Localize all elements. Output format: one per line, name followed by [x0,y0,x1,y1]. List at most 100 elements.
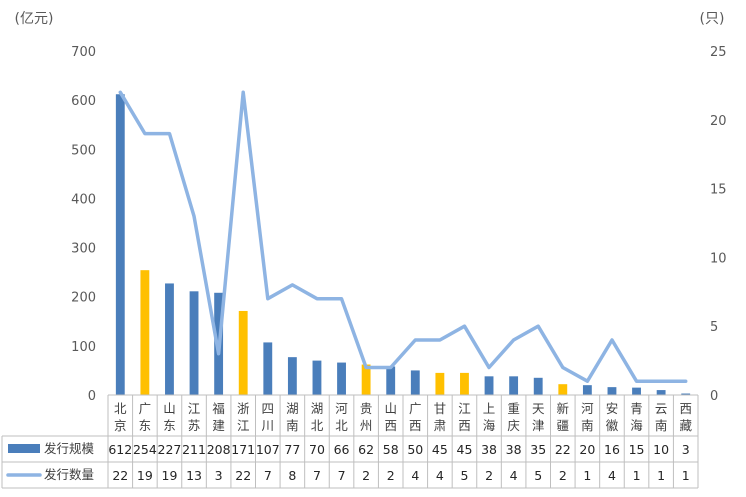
table-cell-scale: 77 [284,442,300,457]
category-label-广东: 广 [139,401,152,416]
bar-江苏 [189,291,199,395]
line-point-河南 [586,380,589,383]
line-point-西藏 [684,380,687,383]
category-label-甘肃: 肃 [434,418,447,433]
table-cell-count: 1 [657,468,665,483]
category-label-河北: 河 [335,401,348,416]
table-cell-scale: 612 [108,442,132,457]
category-label-西藏: 西 [679,401,692,416]
line-series-issuance-count [118,90,688,383]
line-point-湖北 [315,297,319,300]
table-cell-scale: 208 [207,442,231,457]
table-cell-count: 7 [338,468,346,483]
category-label-贵州: 州 [360,418,373,433]
category-label-湖南: 湖 [286,401,299,416]
legend-label-line: 发行数量 [44,467,94,482]
line-point-新疆 [561,366,564,369]
line-point-山东 [168,132,171,135]
line-point-重庆 [512,338,515,342]
table-cell-scale: 3 [682,442,690,457]
category-label-西藏: 藏 [679,418,692,433]
table-cell-scale: 227 [158,442,182,457]
line-point-云南 [659,380,663,383]
category-label-江苏: 苏 [188,418,201,433]
category-label-广西: 广 [409,401,422,416]
category-label-重庆: 庆 [507,418,520,433]
table-cell-scale: 38 [481,442,497,457]
line-point-上海 [487,366,491,369]
table-cell-count: 4 [510,468,518,483]
bar-浙江 [238,310,248,395]
left-tick-label: 400 [71,192,96,207]
legend-label-bar: 发行规模 [44,441,95,456]
table-cell-scale: 45 [457,442,473,457]
category-label-福建: 建 [212,418,225,433]
bar-西藏 [681,393,691,395]
category-label-江苏: 江 [188,401,201,416]
bar-湖北 [312,360,322,395]
category-label-河南: 河 [581,401,594,416]
left-tick-label: 0 [88,389,96,404]
category-label-甘肃: 甘 [434,401,447,416]
bar-series-issuance-scale [115,94,691,395]
line-point-天津 [537,325,540,328]
line-point-安徽 [610,338,614,342]
category-label-上海: 上 [483,401,496,416]
right-tick-label: 20 [710,114,727,129]
category-label-河北: 北 [335,418,348,433]
line-issuance-count [118,90,688,383]
category-label-上海: 海 [483,418,496,433]
left-tick-label: 300 [71,242,96,257]
right-tick-label: 10 [710,251,727,266]
line-point-广东 [143,132,147,135]
table-cell-scale: 107 [256,442,280,457]
table-cell-scale: 58 [383,442,399,457]
right-axis-unit: (只) [700,11,725,27]
left-tick-label: 700 [71,45,96,60]
line-point-山西 [389,366,392,369]
left-axis-unit: (亿元) [15,11,54,27]
category-label-河南: 南 [581,418,594,433]
table-cell-scale: 20 [579,442,595,457]
left-tick-label: 200 [71,291,96,306]
category-label-北京: 京 [114,418,127,433]
bar-河南 [582,385,592,395]
table-cell-count: 4 [436,468,444,483]
category-label-山西: 山 [384,401,397,416]
table-cell-count: 7 [313,468,321,483]
bar-山东 [165,283,174,395]
category-label-北京: 北 [114,401,127,416]
category-label-云南: 南 [655,418,668,433]
bar-湖南 [287,357,297,395]
table-cell-scale: 171 [231,442,255,457]
line-point-青海 [635,380,638,383]
category-label-贵州: 贵 [360,401,373,416]
category-label-青海: 海 [630,418,643,433]
category-label-四川: 川 [262,418,275,433]
category-label-浙江: 浙 [237,401,250,416]
line-point-浙江 [242,91,245,94]
category-label-江西: 西 [458,418,471,433]
category-label-新疆: 疆 [557,418,570,433]
bar-江西 [460,372,469,395]
category-label-安徽: 徽 [606,418,619,433]
left-axis-ticks: 0 100 200 300 400 500 600 700 [71,45,96,404]
right-tick-label: 15 [710,183,727,198]
line-point-湖南 [291,283,294,287]
table-cell-scale: 254 [133,442,157,457]
table-cell-count: 13 [186,468,202,483]
line-point-江西 [463,325,466,328]
bar-山西 [386,366,396,395]
left-tick-label: 600 [71,94,96,109]
table-cell-scale: 35 [530,442,546,457]
table-cell-count: 1 [633,468,641,483]
category-label-青海: 青 [630,401,643,416]
category-label-山西: 西 [384,418,397,433]
table-cell-count: 5 [460,468,468,483]
table-cell-scale: 70 [309,442,325,457]
line-point-江苏 [192,214,196,218]
line-point-广西 [414,338,417,342]
table-cell-count: 2 [362,468,370,483]
line-point-甘肃 [438,338,442,342]
